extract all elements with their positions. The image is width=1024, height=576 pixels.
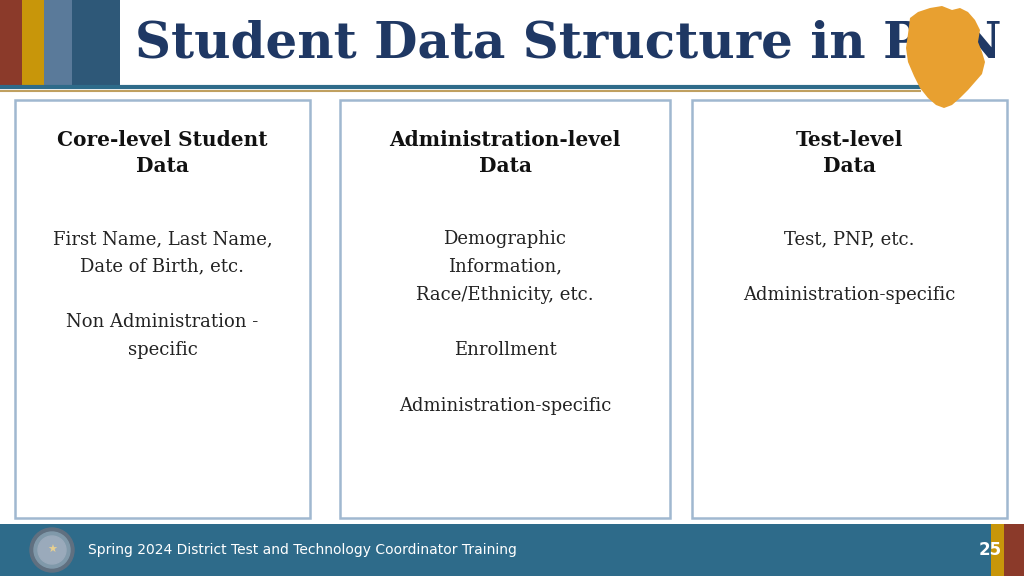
FancyBboxPatch shape — [0, 524, 1024, 576]
Circle shape — [38, 536, 66, 564]
Text: ★: ★ — [47, 545, 57, 555]
Text: Spring 2024 District Test and Technology Coordinator Training: Spring 2024 District Test and Technology… — [88, 543, 517, 557]
Text: Core-level Student
Data: Core-level Student Data — [57, 130, 267, 176]
FancyBboxPatch shape — [0, 88, 1024, 524]
FancyBboxPatch shape — [0, 0, 22, 88]
FancyBboxPatch shape — [15, 100, 310, 518]
FancyBboxPatch shape — [991, 524, 1004, 576]
Text: First Name, Last Name,
Date of Birth, etc.

Non Administration -
specific: First Name, Last Name, Date of Birth, et… — [52, 230, 272, 359]
FancyBboxPatch shape — [22, 0, 44, 88]
FancyBboxPatch shape — [0, 0, 1024, 88]
Text: Demographic
Information,
Race/Ethnicity, etc.

Enrollment

Administration-specif: Demographic Information, Race/Ethnicity,… — [398, 230, 611, 415]
Text: Student Data Structure in PAN: Student Data Structure in PAN — [135, 20, 1001, 69]
FancyBboxPatch shape — [692, 100, 1007, 518]
Circle shape — [30, 528, 74, 572]
Circle shape — [34, 532, 70, 568]
FancyBboxPatch shape — [72, 0, 120, 88]
Polygon shape — [906, 6, 985, 108]
FancyBboxPatch shape — [340, 100, 670, 518]
FancyBboxPatch shape — [1004, 524, 1024, 576]
FancyBboxPatch shape — [44, 0, 72, 88]
Text: Administration-level
Data: Administration-level Data — [389, 130, 621, 176]
Text: Test-level
Data: Test-level Data — [796, 130, 903, 176]
Text: 25: 25 — [979, 541, 1001, 559]
Text: Test, PNP, etc.

Administration-specific: Test, PNP, etc. Administration-specific — [743, 230, 955, 304]
